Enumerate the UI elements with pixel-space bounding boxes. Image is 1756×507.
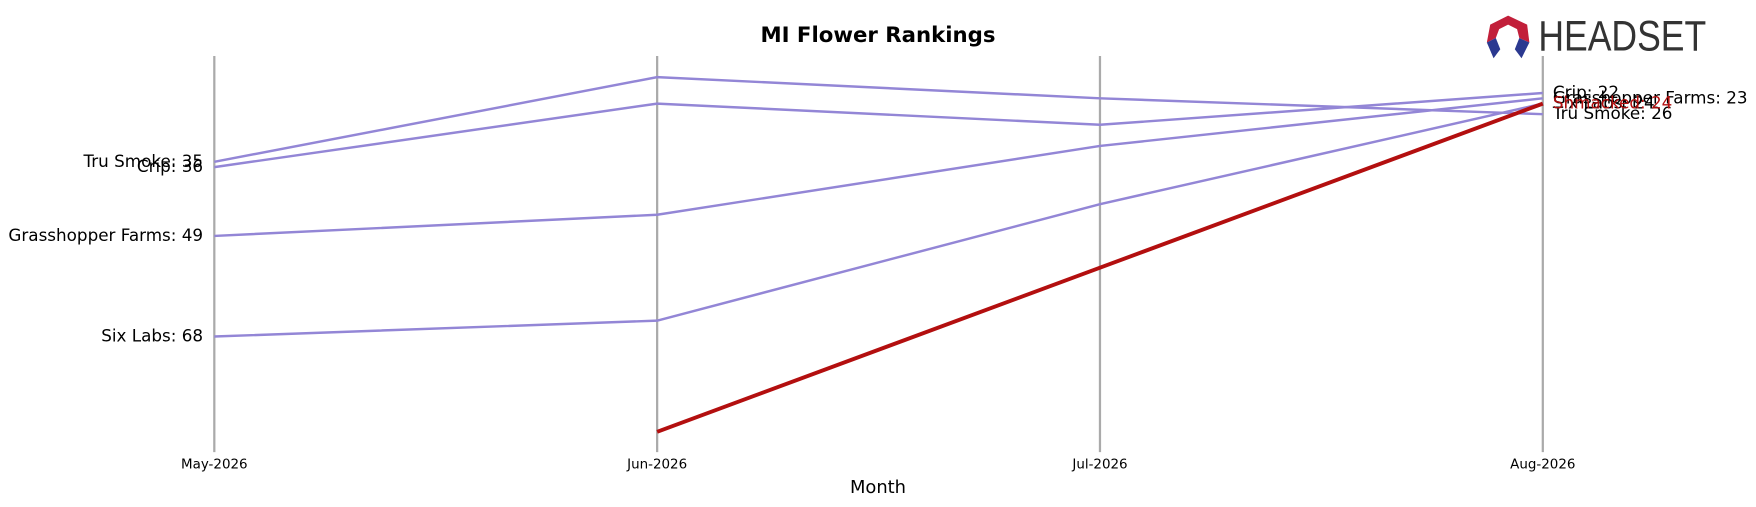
series-line: [214, 91, 1543, 169]
logo-icon: [1514, 38, 1530, 59]
series-line: [214, 97, 1543, 238]
x-tick-label: Aug-2026: [1510, 457, 1575, 472]
brand-logo: HEADSET: [1486, 13, 1706, 60]
value-label: Six Labs: 68: [101, 326, 203, 346]
value-label: Shmacked: 24: [1553, 93, 1672, 113]
value-label: Grasshopper Farms: 23: [1553, 87, 1748, 107]
value-label: Six Labs: 24: [1553, 93, 1655, 113]
value-label: Tru Smoke: 26: [1552, 103, 1673, 123]
logo-icon: [1486, 38, 1501, 59]
x-tick-label: May-2026: [181, 457, 248, 472]
brand-name: HEADSET: [1538, 13, 1706, 60]
series-line: [214, 75, 1543, 164]
x-tick-label: Jul-2026: [1071, 457, 1127, 472]
series-line: [656, 101, 1544, 434]
value-label: Crip: 22: [1553, 82, 1619, 102]
x-tick-label: Jun-2026: [626, 457, 687, 472]
value-label: Grasshopper Farms: 49: [8, 225, 203, 245]
value-label: Tru Smoke: 35: [83, 151, 204, 171]
series-line: [214, 102, 1544, 338]
logo-icon: [1486, 15, 1530, 43]
value-label: Crip: 36: [137, 156, 203, 176]
x-axis-title: Month: [850, 477, 906, 498]
chart-title: MI Flower Rankings: [760, 23, 995, 48]
